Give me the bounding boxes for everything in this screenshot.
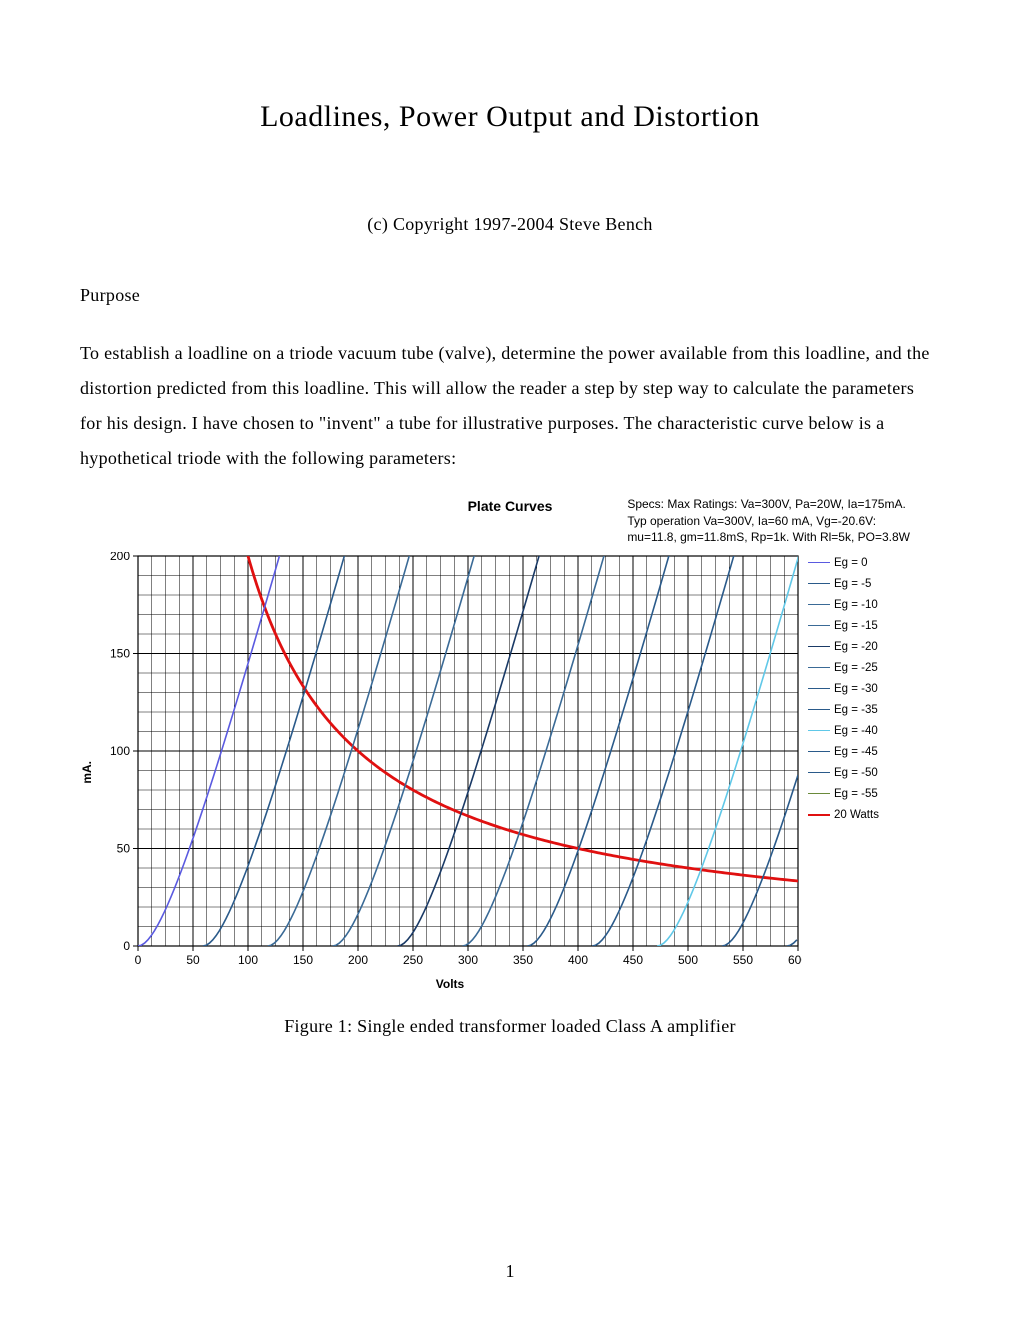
x-axis-label: Volts bbox=[98, 977, 802, 991]
chart-spec-line: Typ operation Va=300V, Ia=60 mA, Vg=-20.… bbox=[627, 513, 910, 529]
svg-text:250: 250 bbox=[403, 953, 423, 967]
legend-label: Eg = -55 bbox=[834, 788, 878, 800]
legend-swatch bbox=[808, 646, 830, 647]
svg-text:200: 200 bbox=[110, 552, 130, 563]
svg-text:200: 200 bbox=[348, 953, 368, 967]
legend-swatch bbox=[808, 625, 830, 626]
svg-text:150: 150 bbox=[110, 647, 130, 661]
svg-text:50: 50 bbox=[117, 842, 131, 856]
legend-item: 20 Watts bbox=[808, 804, 894, 825]
chart-spec-line: Specs: Max Ratings: Va=300V, Pa=20W, Ia=… bbox=[627, 496, 910, 512]
svg-text:150: 150 bbox=[293, 953, 313, 967]
svg-text:500: 500 bbox=[678, 953, 698, 967]
legend-label: Eg = -20 bbox=[834, 641, 878, 653]
legend-item: Eg = -30 bbox=[808, 678, 894, 699]
svg-text:0: 0 bbox=[123, 939, 130, 953]
legend-item: Eg = -50 bbox=[808, 762, 894, 783]
document-page: Loadlines, Power Output and Distortion (… bbox=[0, 0, 1020, 1320]
legend-item: Eg = -20 bbox=[808, 636, 894, 657]
svg-text:550: 550 bbox=[733, 953, 753, 967]
svg-text:50: 50 bbox=[186, 953, 200, 967]
legend-label: Eg = -10 bbox=[834, 599, 878, 611]
legend-swatch bbox=[808, 709, 830, 710]
legend-label: 20 Watts bbox=[834, 809, 879, 821]
svg-text:100: 100 bbox=[238, 953, 258, 967]
chart-spec-line: mu=11.8, gm=11.8mS, Rp=1k. With Rl=5k, P… bbox=[627, 529, 910, 545]
chart-legend: Eg = 0 Eg = -5 Eg = -10 Eg = -15 Eg = -20 Eg … bbox=[808, 552, 894, 825]
svg-text:0: 0 bbox=[135, 953, 142, 967]
legend-item: Eg = -25 bbox=[808, 657, 894, 678]
legend-swatch bbox=[808, 667, 830, 668]
legend-swatch bbox=[808, 793, 830, 794]
plate-curves-chart: 0 50 100 150 200 250 300 350 400 450 500 550 600 0 50 1… bbox=[98, 552, 802, 970]
page-title: Loadlines, Power Output and Distortion bbox=[80, 100, 940, 134]
legend-swatch bbox=[808, 814, 830, 816]
legend-label: Eg = -5 bbox=[834, 578, 871, 590]
legend-item: Eg = -5 bbox=[808, 573, 894, 594]
legend-swatch bbox=[808, 730, 830, 731]
legend-label: Eg = -15 bbox=[834, 620, 878, 632]
legend-item: Eg = -15 bbox=[808, 615, 894, 636]
chart-header: Plate Curves Specs: Max Ratings: Va=300V… bbox=[80, 496, 940, 552]
legend-item: Eg = 0 bbox=[808, 552, 894, 573]
legend-swatch bbox=[808, 604, 830, 605]
legend-item: Eg = -45 bbox=[808, 741, 894, 762]
legend-item: Eg = -55 bbox=[808, 783, 894, 804]
copyright-line: (c) Copyright 1997-2004 Steve Bench bbox=[80, 214, 940, 235]
figure-caption: Figure 1: Single ended transformer loade… bbox=[80, 1016, 940, 1037]
legend-swatch bbox=[808, 772, 830, 773]
svg-text:450: 450 bbox=[623, 953, 643, 967]
svg-text:600: 600 bbox=[788, 953, 802, 967]
chart-specs: Specs: Max Ratings: Va=300V, Pa=20W, Ia=… bbox=[627, 496, 910, 545]
legend-swatch bbox=[808, 562, 830, 563]
chart-title: Plate Curves bbox=[468, 498, 553, 514]
svg-text:350: 350 bbox=[513, 953, 533, 967]
svg-text:300: 300 bbox=[458, 953, 478, 967]
legend-item: Eg = -40 bbox=[808, 720, 894, 741]
legend-label: Eg = -25 bbox=[834, 662, 878, 674]
figure-1: Plate Curves Specs: Max Ratings: Va=300V… bbox=[80, 496, 940, 1037]
legend-label: Eg = -35 bbox=[834, 704, 878, 716]
svg-text:400: 400 bbox=[568, 953, 588, 967]
legend-label: Eg = -50 bbox=[834, 767, 878, 779]
legend-swatch bbox=[808, 583, 830, 584]
legend-swatch bbox=[808, 751, 830, 752]
y-axis-label: mA. bbox=[80, 761, 94, 784]
legend-label: Eg = -45 bbox=[834, 746, 878, 758]
body-paragraph: To establish a loadline on a triode vacu… bbox=[80, 336, 940, 476]
legend-label: Eg = 0 bbox=[834, 557, 868, 569]
legend-label: Eg = -30 bbox=[834, 683, 878, 695]
legend-swatch bbox=[808, 688, 830, 689]
legend-item: Eg = -35 bbox=[808, 699, 894, 720]
legend-item: Eg = -10 bbox=[808, 594, 894, 615]
svg-text:100: 100 bbox=[110, 744, 130, 758]
page-number: 1 bbox=[0, 1261, 1020, 1282]
legend-label: Eg = -40 bbox=[834, 725, 878, 737]
section-heading-purpose: Purpose bbox=[80, 285, 940, 306]
chart-body: mA. 050100150200250300350400450500550600… bbox=[80, 552, 940, 991]
chart-plot-container: 0 50 100 150 200 250 300 350 400 450 500 550 600 0 50 1… bbox=[98, 552, 802, 991]
